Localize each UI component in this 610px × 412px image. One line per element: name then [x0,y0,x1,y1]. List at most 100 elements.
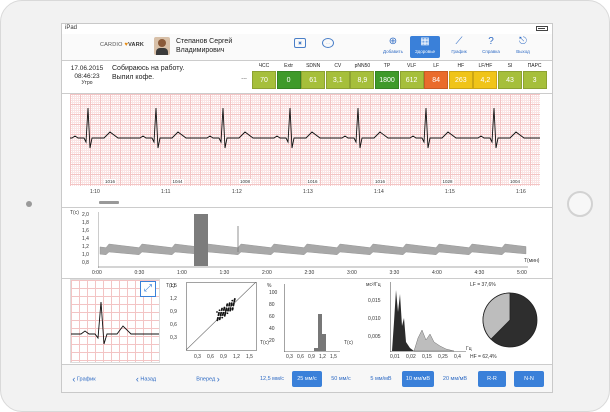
speed-25-button[interactable]: 25 мм/с [292,371,322,387]
ecg-strip[interactable]: 1016 1044 1008 1016 1016 1028 1004 [70,94,540,186]
trend-x-tick: 0:00 [92,270,102,276]
metric-tp[interactable]: TP 1800 [375,63,399,89]
metric-label: ЧСС [252,63,276,70]
scatter-x-tick: 1,2 [233,354,240,360]
speed-12-5-button[interactable]: 12,5 мм/с [254,371,290,387]
histogram-plot [284,284,340,352]
rr-interval-label: 1016 [104,179,116,184]
rr-interval-label: 1004 [509,179,521,184]
metric-label: pNN50 [350,63,374,70]
histogram-y-tick: 80 [269,302,275,308]
ecg-trace-svg [70,94,540,186]
metric-extr[interactable]: Extr 0 [277,63,301,89]
scatter-point [225,310,227,312]
prev-chart-button[interactable]: ‹ График [66,371,102,387]
nn-button[interactable]: N-N [514,371,544,387]
scatter-point [229,310,231,312]
trend-y-tick: 1,8 [82,220,89,226]
histogram-x-tick: 0,6 [297,354,304,360]
trend-y-tick: 1,0 [82,252,89,258]
scatter-point [223,309,225,311]
nav-exit[interactable]: ⎋ Выход [508,36,538,54]
metric-value: 8,9 [350,71,374,89]
metric-value: 4,2 [473,71,497,89]
scatter-plot [186,282,258,352]
spectrum-ylabel: мс²/Гц [366,282,381,288]
lf-hf-pie [480,290,540,350]
spectrum-hf-area [414,330,454,351]
nav-chart-label: График [451,49,466,54]
record-date: 17.06.2015 [65,65,109,73]
speed-50-button[interactable]: 50 мм/с [326,371,356,387]
app-header: CARDIO ♥VARK Степанов Сергей Владимирови… [62,34,552,61]
status-bar: iPad [62,24,552,34]
metric-cv[interactable]: CV 3,1 [326,63,350,89]
trend-plot [98,212,528,268]
metric-чсс[interactable]: ЧСС 70 [252,63,276,89]
scatter-point [230,305,232,307]
expand-icon[interactable]: ⤢ [140,281,156,297]
spectrum-vlf-lf-area [392,290,414,351]
record-note[interactable]: Собираюсь на работу. Выпил кофе. ... [112,65,247,82]
histogram-x-tick: 0,3 [286,354,293,360]
spectrum-x-tick: 0,01 [390,354,400,360]
rr-trend-chart[interactable]: T(c) 2,0 1,8 1,6 1,4 1,2 1,0 0,8 Т(мин) 0:00 0:… [62,207,552,279]
metric-label: ПАРС [523,63,547,70]
gain-5-button[interactable]: 5 мм/мВ [366,371,396,387]
trend-y-tick: 1,4 [82,236,89,242]
scatter-point [232,309,234,311]
bottom-toolbar: ‹ График ‹ Назад Вперед › 12,5 мм/с 25 м… [62,364,552,393]
metric-pnn50[interactable]: pNN50 8,9 [350,63,374,89]
metric-si[interactable]: SI 43 [498,63,522,89]
metric-sdnn[interactable]: SDNN 61 [301,63,325,89]
photo-icon[interactable]: ▣ [294,38,306,48]
nav-chart[interactable]: ⟋ График [444,36,474,54]
spectrum-plot [390,282,466,352]
metric-парс[interactable]: ПАРС 3 [523,63,547,89]
gain-10-button[interactable]: 10 мм/мВ [402,371,434,387]
trend-y-tick: 1,6 [82,228,89,234]
home-button[interactable] [567,191,593,217]
gain-20-button[interactable]: 20 мм/мВ [438,371,472,387]
nav-health[interactable]: ▦ Здоровье [410,36,440,58]
chevron-left-icon: ‹ [72,374,75,384]
scatter-point [221,309,223,311]
metric-lfhf[interactable]: LF/HF 4,2 [473,63,497,89]
back-button[interactable]: ‹ Назад [128,371,164,387]
spectrum-x-tick: 0,25 [438,354,448,360]
histogram-x-tick: 0,9 [308,354,315,360]
camera-dot [26,201,32,207]
metric-label: HF [449,63,473,70]
trend-x-tick: 4:00 [432,270,442,276]
metric-lf[interactable]: LF 84 [424,63,448,89]
metric-value: 1800 [375,71,399,89]
mini-ecg-view[interactable]: ⤢ [70,279,160,363]
chart-icon: ⟋ [453,36,465,48]
nav-add[interactable]: ⊕ Добавить [378,36,408,54]
metric-vlf[interactable]: VLF 612 [400,63,424,89]
spectrum-x-tick: 0,02 [406,354,416,360]
scatter-x-tick: 0,3 [194,354,201,360]
trend-ylabel: T(c) [70,210,79,216]
histogram-xlabel: T(c) [344,340,353,346]
ecg-time-tick: 1:13 [303,189,313,195]
trend-xlabel: Т(мин) [524,258,539,264]
metric-label: VLF [400,63,424,70]
scatter-point [216,319,218,321]
ecg-scroll-thumb[interactable] [99,201,119,204]
scatter-point [228,305,230,307]
forward-button[interactable]: Вперед › [188,371,228,387]
exit-icon: ⎋ [517,36,529,48]
metric-hf[interactable]: HF 263 [449,63,473,89]
nav-help[interactable]: ? Справка [476,36,506,54]
patient-avatar[interactable] [154,37,170,55]
trend-y-tick: 0,8 [82,260,89,266]
nav-exit-label: Выход [516,49,529,54]
scatter-point [226,305,228,307]
rr-button[interactable]: R-R [478,371,506,387]
scatter-point [219,319,221,321]
sms-icon[interactable]: … [322,38,334,48]
scatter-y-tick: 0,6 [170,322,177,328]
device-name: iPad [65,25,77,31]
spectrum-x-tick: 0,15 [422,354,432,360]
